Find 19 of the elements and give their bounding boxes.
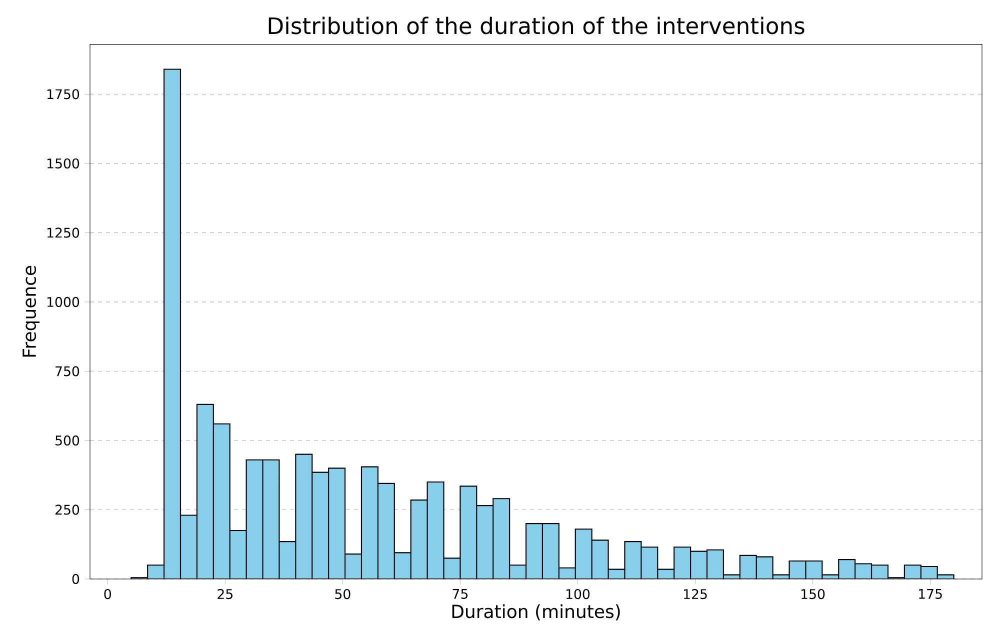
y-tick-label: 1250 [47, 228, 80, 238]
y-tick-label: 750 [56, 366, 80, 376]
x-tick-label: 150 [802, 589, 825, 600]
chart-title: Distribution of the duration of the interventions [268, 16, 804, 34]
y-tick-label: 0 [72, 574, 80, 584]
x-tick-label: 0 [104, 589, 112, 600]
x-tick-label: 25 [218, 589, 232, 600]
x-tick-label: 175 [919, 589, 942, 599]
x-tick-label: 50 [335, 589, 350, 600]
y-tick-label: 1000 [47, 296, 80, 307]
x-tick-label: 100 [566, 589, 590, 600]
y-tick-label: 250 [55, 504, 80, 515]
y-tick-label: 1750 [47, 89, 80, 100]
x-tick-label: 75 [452, 589, 468, 599]
y-tick-label: 500 [56, 435, 80, 446]
x-tick-label: 125 [684, 589, 707, 600]
y-tick-label: 1500 [47, 158, 80, 168]
y-axis-title: Frequence [22, 266, 40, 357]
x-axis-title: Duration (minutes) [452, 604, 620, 620]
